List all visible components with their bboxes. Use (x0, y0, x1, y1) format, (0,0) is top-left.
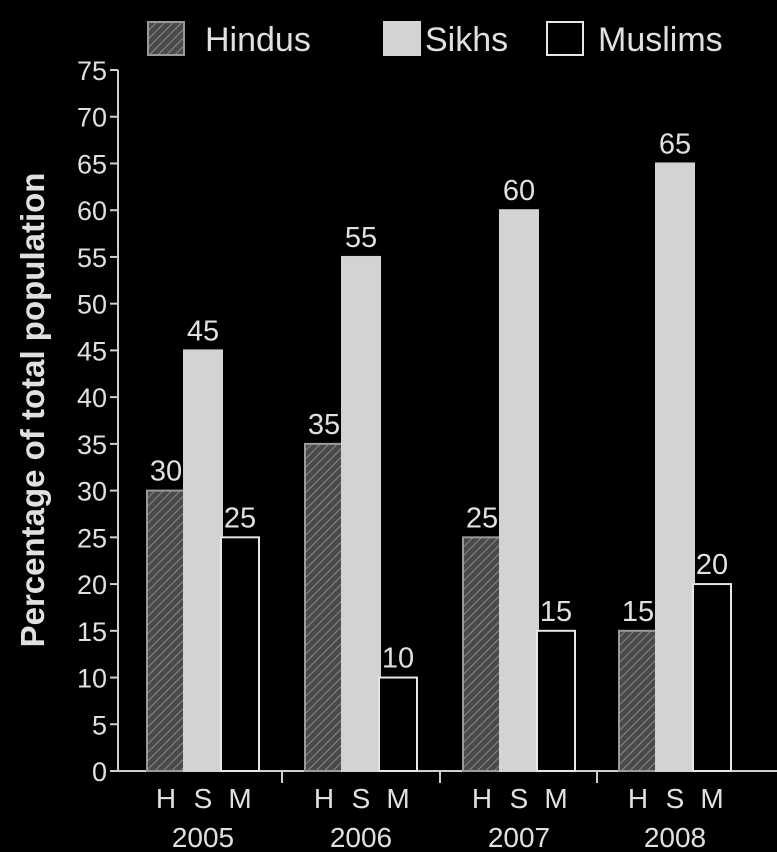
y-tick-label: 50 (77, 290, 107, 320)
bar-hindus-2006 (304, 442, 344, 772)
legend: Hindus Sikhs Muslims (147, 21, 723, 59)
y-tick-label: 60 (77, 196, 107, 226)
x-series-label: H (472, 783, 492, 814)
bar-sikhs-2006 (341, 255, 381, 772)
data-label: 35 (308, 409, 340, 441)
legend-label-sikhs: Sikhs (425, 21, 508, 59)
y-tick-label: 10 (77, 664, 107, 694)
x-series-label: S (510, 783, 529, 814)
legend-label-muslims: Muslims (598, 21, 723, 59)
x-series-label: M (700, 783, 723, 814)
y-tick-label: 55 (77, 243, 107, 273)
x-series-label: M (544, 783, 567, 814)
x-category-label: 2005 (172, 822, 234, 852)
y-tick-label: 75 (77, 56, 107, 86)
x-series-label: M (228, 783, 251, 814)
bar-sikhs-2005 (183, 349, 223, 772)
x-series-label: H (156, 783, 176, 814)
x-series-label: M (386, 783, 409, 814)
x-series-label: S (194, 783, 213, 814)
legend-swatch-hindus (147, 21, 185, 56)
bar-sikhs-2008 (655, 162, 695, 772)
bar-muslims-2006 (378, 676, 418, 772)
y-tick-label: 30 (77, 477, 107, 507)
bar-muslims-2008 (692, 583, 732, 772)
y-tick-label: 25 (77, 523, 107, 553)
y-tick-label: 20 (77, 570, 107, 600)
y-tick-label: 40 (77, 383, 107, 413)
x-series-label: S (352, 783, 371, 814)
data-label: 25 (466, 502, 498, 534)
bar-muslims-2007 (536, 629, 576, 772)
y-tick-label: 15 (77, 617, 107, 647)
bar-hindus-2007 (462, 536, 502, 772)
y-tick-label: 70 (77, 103, 107, 133)
x-category-label: 2006 (330, 822, 392, 852)
bar-muslims-2005 (220, 536, 260, 772)
bar-hindus-2008 (618, 629, 658, 772)
data-labels: 30 45 25 35 55 10 25 60 15 15 65 20 (150, 128, 728, 674)
x-series-label: H (628, 783, 648, 814)
y-tick-label: 45 (77, 336, 107, 366)
data-label: 20 (696, 549, 728, 581)
data-label: 60 (503, 175, 535, 207)
y-axis-label: Percentage of total population (14, 173, 51, 648)
y-tick-label: 35 (77, 430, 107, 460)
legend-swatch-muslims (546, 21, 584, 56)
data-label: 10 (382, 643, 414, 675)
data-label: 15 (622, 596, 654, 628)
data-label: 55 (345, 222, 377, 254)
y-tick-label: 5 (92, 710, 107, 740)
legend-swatch-sikhs (383, 21, 421, 56)
data-label: 15 (540, 596, 572, 628)
data-label: 30 (150, 456, 182, 488)
bar-sikhs-2007 (499, 209, 539, 772)
x-category-label: 2008 (644, 822, 706, 852)
y-tick-label: 0 (92, 757, 107, 787)
bar-hindus-2005 (146, 489, 186, 772)
y-tick-label: 65 (77, 149, 107, 179)
bars (146, 162, 732, 772)
x-category-label: 2007 (488, 822, 550, 852)
data-label: 65 (659, 128, 691, 160)
x-series-label: S (666, 783, 685, 814)
x-series-label: H (314, 783, 334, 814)
data-label: 45 (187, 315, 219, 347)
data-label: 25 (224, 502, 256, 534)
legend-label-hindus: Hindus (205, 21, 311, 59)
